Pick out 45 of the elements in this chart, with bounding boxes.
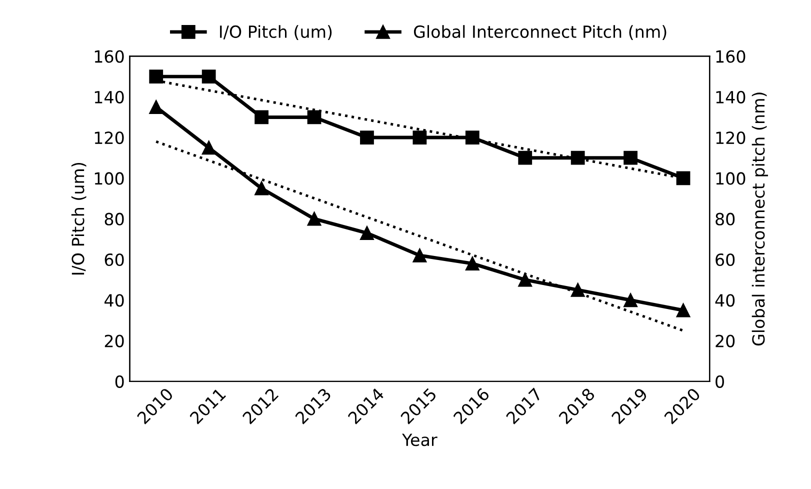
point [518, 272, 532, 287]
point [570, 283, 585, 297]
point [307, 110, 322, 124]
y2-tick-label: 140 [716, 90, 746, 104]
y2-tick-label: 0 [716, 375, 724, 388]
y2-tick-label: 100 [716, 172, 746, 185]
y-tick-label: 40 [104, 294, 124, 307]
y-tick-label: 60 [104, 253, 124, 266]
point [465, 256, 480, 270]
x-axis-title: Year [402, 434, 438, 446]
point [624, 293, 638, 308]
point [412, 130, 427, 144]
y2-tick-label: 80 [716, 212, 735, 226]
point [149, 70, 164, 84]
point [202, 70, 216, 84]
y2-tick-label: 60 [716, 253, 735, 266]
point [360, 130, 374, 144]
legend-label: I/O Pitch (um) [220, 25, 332, 40]
point [465, 130, 480, 144]
point [149, 100, 164, 114]
point [254, 110, 268, 124]
y-tick-label: 140 [94, 90, 124, 104]
y2-tick-label: 40 [715, 294, 735, 307]
y2-tick-label: 120 [716, 131, 746, 144]
y2-axis-title: Global interconnect pitch (nm) [752, 92, 768, 346]
point [676, 303, 690, 318]
point [518, 150, 532, 165]
point [412, 248, 427, 262]
point [202, 140, 216, 155]
point [624, 150, 638, 165]
y-tick-label: 100 [94, 172, 124, 185]
point [570, 150, 585, 165]
y-tick-label: 20 [104, 334, 124, 348]
point [254, 181, 268, 196]
y-tick-label: 160 [94, 50, 124, 63]
y2-tick-label: 160 [716, 50, 746, 63]
y-tick-label: 80 [104, 212, 124, 226]
y-tick-label: 120 [94, 131, 124, 144]
y-tick-label: 0 [115, 375, 124, 388]
point [360, 226, 374, 240]
legend-label: Global Interconnect Pitch (nm) [414, 25, 666, 40]
point [307, 212, 322, 226]
y-axis-title: I/O Pitch (um) [71, 162, 86, 274]
point [676, 171, 690, 186]
y2-tick-label: 20 [716, 334, 735, 348]
